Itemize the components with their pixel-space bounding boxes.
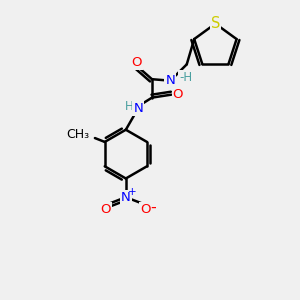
Text: -: - <box>150 200 156 215</box>
Text: N: N <box>121 191 131 204</box>
Text: H: H <box>125 100 134 113</box>
Text: N: N <box>166 74 175 87</box>
Text: S: S <box>211 16 220 31</box>
Text: O: O <box>131 56 142 69</box>
Text: N: N <box>134 101 143 115</box>
Text: +: + <box>128 187 137 197</box>
Text: O: O <box>140 203 151 216</box>
Text: -H: -H <box>179 70 192 84</box>
Text: CH₃: CH₃ <box>67 128 90 141</box>
Text: O: O <box>172 88 183 100</box>
Text: O: O <box>101 203 111 216</box>
